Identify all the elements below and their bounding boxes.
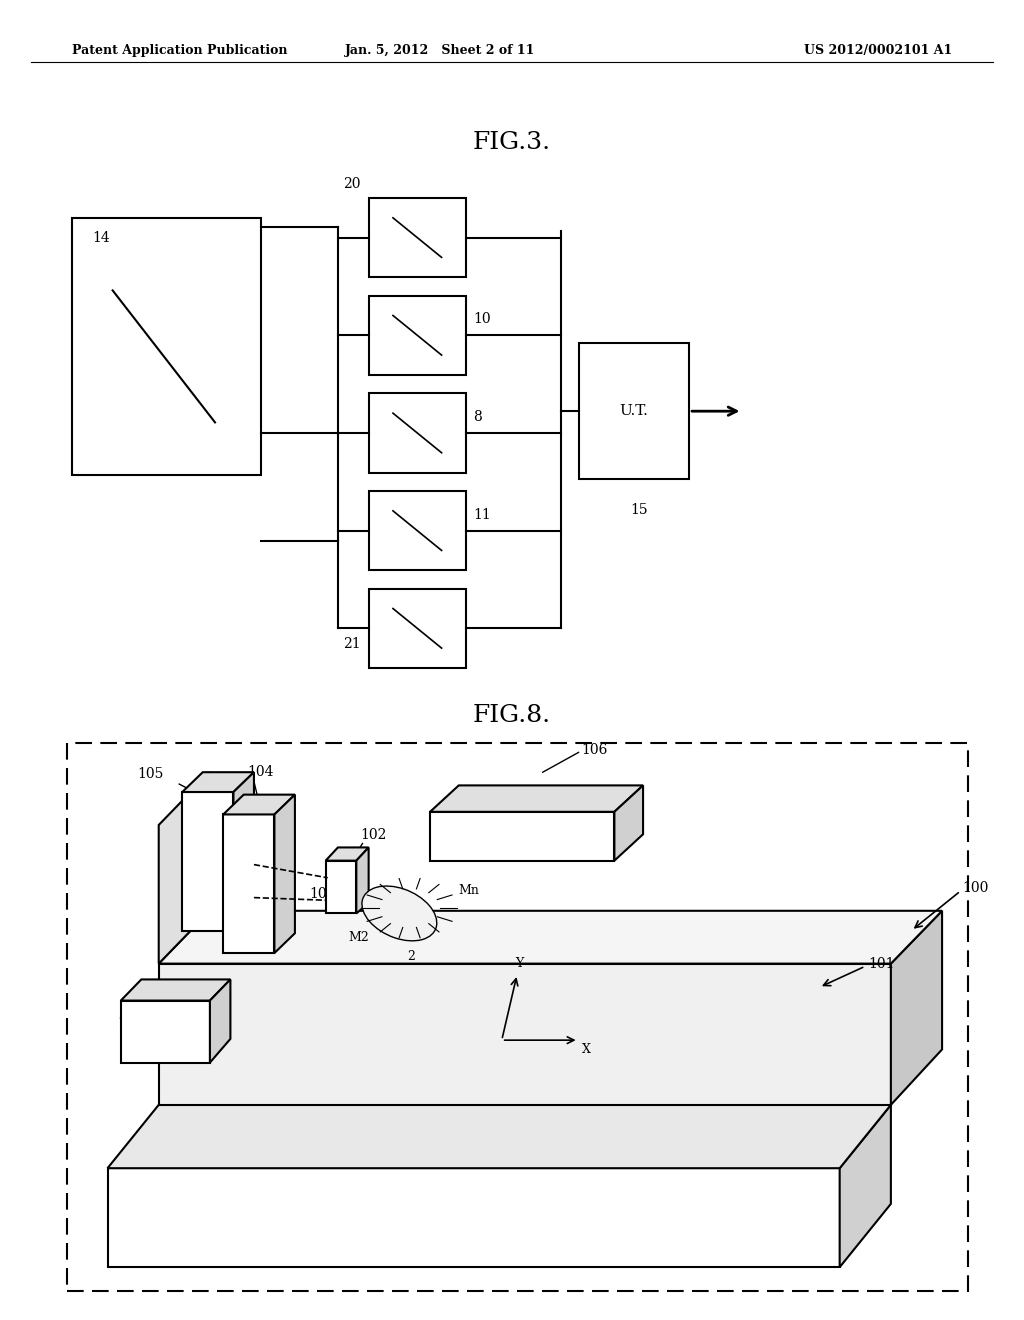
- Polygon shape: [159, 964, 891, 1105]
- Polygon shape: [159, 772, 210, 964]
- Polygon shape: [326, 847, 369, 861]
- Text: 106: 106: [582, 743, 608, 756]
- Text: 100: 100: [963, 882, 989, 895]
- Bar: [579, 343, 689, 479]
- Text: Mn: Mn: [459, 884, 479, 898]
- Text: 14: 14: [92, 231, 110, 246]
- Text: 103: 103: [309, 887, 336, 902]
- Bar: [369, 296, 466, 375]
- Text: 10: 10: [473, 313, 490, 326]
- Polygon shape: [840, 1105, 891, 1267]
- Text: FIG.3.: FIG.3.: [473, 131, 551, 154]
- Text: 15: 15: [630, 503, 648, 517]
- Text: 105: 105: [137, 767, 164, 781]
- Bar: [369, 491, 466, 570]
- Bar: [72, 218, 261, 475]
- Text: 20: 20: [343, 177, 360, 191]
- Polygon shape: [108, 1168, 840, 1267]
- Text: Jan. 5, 2012   Sheet 2 of 11: Jan. 5, 2012 Sheet 2 of 11: [345, 44, 536, 57]
- Text: Y: Y: [515, 957, 523, 970]
- Text: US 2012/0002101 A1: US 2012/0002101 A1: [804, 44, 952, 57]
- Text: X: X: [582, 1043, 591, 1056]
- Text: Patent Application Publication: Patent Application Publication: [72, 44, 287, 57]
- Ellipse shape: [361, 886, 437, 941]
- Text: 11: 11: [473, 508, 490, 521]
- Text: U.T.: U.T.: [620, 404, 648, 418]
- Bar: [369, 589, 466, 668]
- Text: 2: 2: [408, 950, 416, 964]
- Polygon shape: [108, 1105, 891, 1168]
- Polygon shape: [356, 847, 369, 913]
- Polygon shape: [159, 911, 942, 964]
- Polygon shape: [614, 785, 643, 861]
- Text: 8: 8: [473, 411, 482, 424]
- Polygon shape: [326, 861, 356, 913]
- Polygon shape: [430, 812, 614, 861]
- Polygon shape: [182, 772, 254, 792]
- Polygon shape: [233, 772, 254, 931]
- Text: 102: 102: [360, 828, 387, 842]
- Bar: [369, 393, 466, 473]
- Polygon shape: [210, 979, 230, 1063]
- Text: FIG.8.: FIG.8.: [473, 704, 551, 727]
- Polygon shape: [223, 795, 295, 814]
- Polygon shape: [223, 814, 274, 953]
- Bar: [67, 743, 968, 1291]
- Polygon shape: [274, 795, 295, 953]
- Text: 21: 21: [343, 638, 360, 651]
- Polygon shape: [121, 1001, 210, 1063]
- Bar: [369, 198, 466, 277]
- Text: 104: 104: [248, 764, 274, 779]
- Text: 101: 101: [868, 957, 895, 970]
- Text: M2: M2: [348, 931, 369, 944]
- Text: 107: 107: [118, 1016, 144, 1031]
- Polygon shape: [430, 785, 643, 812]
- Polygon shape: [121, 979, 230, 1001]
- Polygon shape: [182, 792, 233, 931]
- Polygon shape: [891, 911, 942, 1105]
